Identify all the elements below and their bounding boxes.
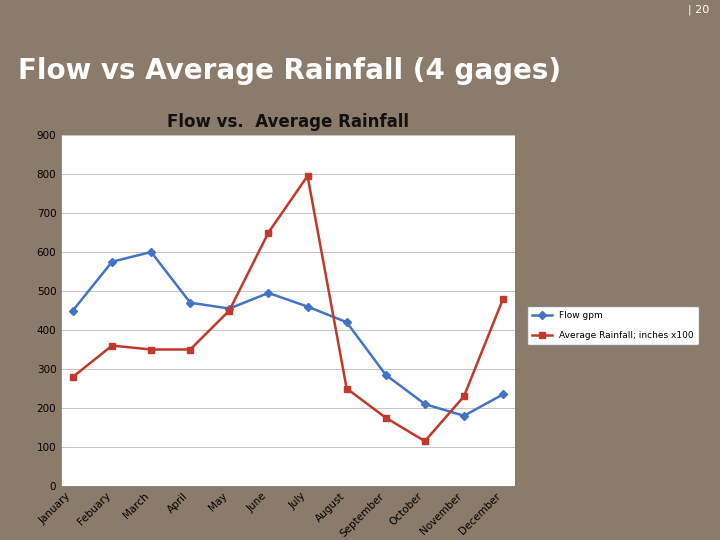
Text: | 20: | 20	[688, 4, 709, 15]
Title: Flow vs.  Average Rainfall: Flow vs. Average Rainfall	[167, 113, 409, 131]
Legend: Flow gpm, Average Rainfall; inches x100: Flow gpm, Average Rainfall; inches x100	[526, 306, 699, 345]
Text: Flow vs Average Rainfall (4 gages): Flow vs Average Rainfall (4 gages)	[18, 57, 561, 85]
